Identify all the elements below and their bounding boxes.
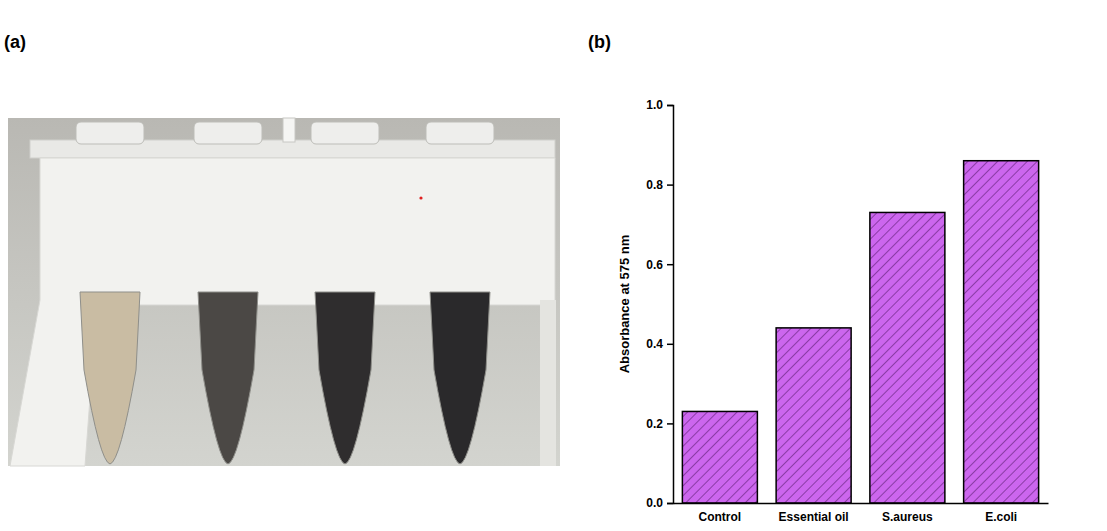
tick: S.aureus bbox=[882, 503, 933, 524]
tube bbox=[198, 292, 258, 464]
tick-label: E.coli bbox=[985, 510, 1017, 524]
tick: 0.8 bbox=[646, 178, 673, 192]
tick-mark bbox=[667, 105, 673, 107]
photo-background bbox=[8, 118, 560, 466]
photo-dot bbox=[419, 196, 422, 199]
tick-label: 0.8 bbox=[646, 178, 663, 192]
tick: 1.0 bbox=[646, 98, 673, 112]
tube bbox=[430, 292, 490, 464]
tick: Control bbox=[699, 503, 742, 524]
tick: Essential oil bbox=[779, 503, 849, 524]
tube-cap bbox=[426, 122, 494, 144]
panel-label: (a) bbox=[4, 32, 26, 52]
tick-label: 1.0 bbox=[646, 98, 663, 112]
tick-mark bbox=[667, 423, 673, 425]
tube bbox=[80, 292, 140, 464]
rack-front bbox=[10, 158, 555, 466]
tube-cap bbox=[76, 122, 144, 144]
tube-cap bbox=[194, 122, 262, 144]
axis-title: Absorbance at 575 nm bbox=[617, 235, 632, 374]
bar bbox=[964, 161, 1039, 503]
bar bbox=[776, 328, 851, 503]
tick-label: 0.0 bbox=[646, 496, 663, 510]
tick-mark bbox=[667, 184, 673, 186]
tick-label: Control bbox=[699, 510, 742, 524]
panel-label: (b) bbox=[588, 32, 611, 52]
tube-cap bbox=[311, 122, 379, 144]
bar bbox=[870, 212, 945, 503]
rack-leg bbox=[540, 300, 556, 466]
tick-label: Essential oil bbox=[779, 510, 849, 524]
tick-mark bbox=[667, 264, 673, 266]
x-axis: Control Essential oil S.aureus E.coli bbox=[674, 503, 1049, 524]
axis-line bbox=[674, 503, 1049, 505]
tick: E.coli bbox=[985, 503, 1017, 524]
axis-line bbox=[667, 106, 674, 504]
tick-label: S.aureus bbox=[882, 510, 933, 524]
tick: 0.0 bbox=[646, 496, 673, 510]
tick-mark bbox=[667, 344, 673, 346]
y-axis: 0.0 0.2 0.4 0.6 0.8 1.0 bbox=[646, 98, 673, 510]
tick-label: 0.4 bbox=[646, 337, 663, 351]
bars bbox=[682, 161, 1038, 503]
tick: 0.4 bbox=[646, 337, 673, 351]
bar bbox=[682, 411, 757, 503]
tick-label: 0.2 bbox=[646, 417, 663, 431]
tube bbox=[315, 292, 375, 464]
tick-mark bbox=[667, 503, 673, 505]
photo bbox=[8, 118, 560, 466]
tick: 0.2 bbox=[646, 417, 673, 431]
tick: 0.6 bbox=[646, 258, 673, 272]
rack-post bbox=[283, 118, 295, 142]
tick-label: 0.6 bbox=[646, 258, 663, 272]
